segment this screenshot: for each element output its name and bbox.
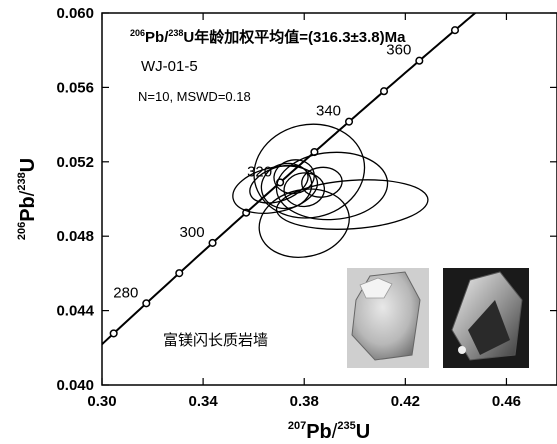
y-tick-label: 0.048: [56, 228, 94, 245]
x-axis-title: 207Pb/235U: [288, 420, 370, 443]
error-ellipse: [275, 151, 389, 221]
concordia-age-labels: 280 300 320 340 360: [113, 42, 411, 302]
y-tick-label: 0.044: [56, 303, 94, 320]
concordia-age-label: 360: [386, 42, 411, 59]
error-ellipse: [273, 159, 315, 195]
error-ellipse: [275, 179, 429, 230]
error-ellipse: [249, 164, 309, 204]
concordia-age-marker: [379, 87, 389, 96]
zircon-cl-image-2: [443, 268, 529, 368]
concordia-age-marker: [175, 269, 184, 278]
plot-frame: [101, 12, 557, 386]
error-ellipse: [301, 166, 343, 198]
axis-ticks: [101, 12, 557, 386]
sample-label: WJ-01-5: [141, 58, 198, 75]
concordia-age-marker: [142, 299, 151, 308]
error-ellipse: [258, 188, 350, 258]
concordia-age-label: 300: [180, 224, 205, 241]
error-ellipse: [232, 165, 319, 214]
x-tick-label: 0.38: [290, 393, 319, 410]
y-tick-label: 0.056: [56, 79, 94, 96]
error-ellipses: [232, 123, 429, 258]
concordia-age-marker: [450, 26, 460, 35]
zircon-cl-image-1: [347, 268, 429, 368]
concordia-age-marker: [208, 238, 217, 247]
axis-tick-labels: 0.30 0.34 0.38 0.42 0.46 0.040 0.044 0.048 0.052…: [56, 5, 521, 410]
x-tick-label: 0.30: [87, 393, 116, 410]
y-tick-label: 0.040: [56, 377, 94, 394]
y-tick-label: 0.052: [56, 154, 94, 171]
concordia-age-label: 280: [113, 284, 138, 301]
x-tick-label: 0.46: [492, 393, 521, 410]
rock-type-label: 富镁闪长质岩墙: [163, 331, 268, 349]
error-ellipse: [283, 172, 326, 208]
y-tick-label: 0.060: [56, 5, 94, 22]
age-annotation: 206Pb/238U年龄加权平均值=(316.3±3.8)Ma: [130, 28, 406, 46]
y-axis-title: 206Pb/238U: [16, 158, 39, 240]
concordia-age-marker: [78, 360, 85, 367]
concordia-age-marker: [415, 56, 424, 65]
error-ellipse: [253, 123, 366, 219]
concordia-age-marker: [344, 117, 354, 126]
stats-label: N=10, MSWD=0.18: [138, 89, 251, 104]
concordia-age-label: 320: [247, 163, 272, 180]
concordia-age-marker: [109, 329, 118, 338]
concordia-age-label: 340: [316, 103, 341, 120]
x-tick-label: 0.42: [391, 393, 420, 410]
x-tick-label: 0.34: [189, 393, 219, 410]
